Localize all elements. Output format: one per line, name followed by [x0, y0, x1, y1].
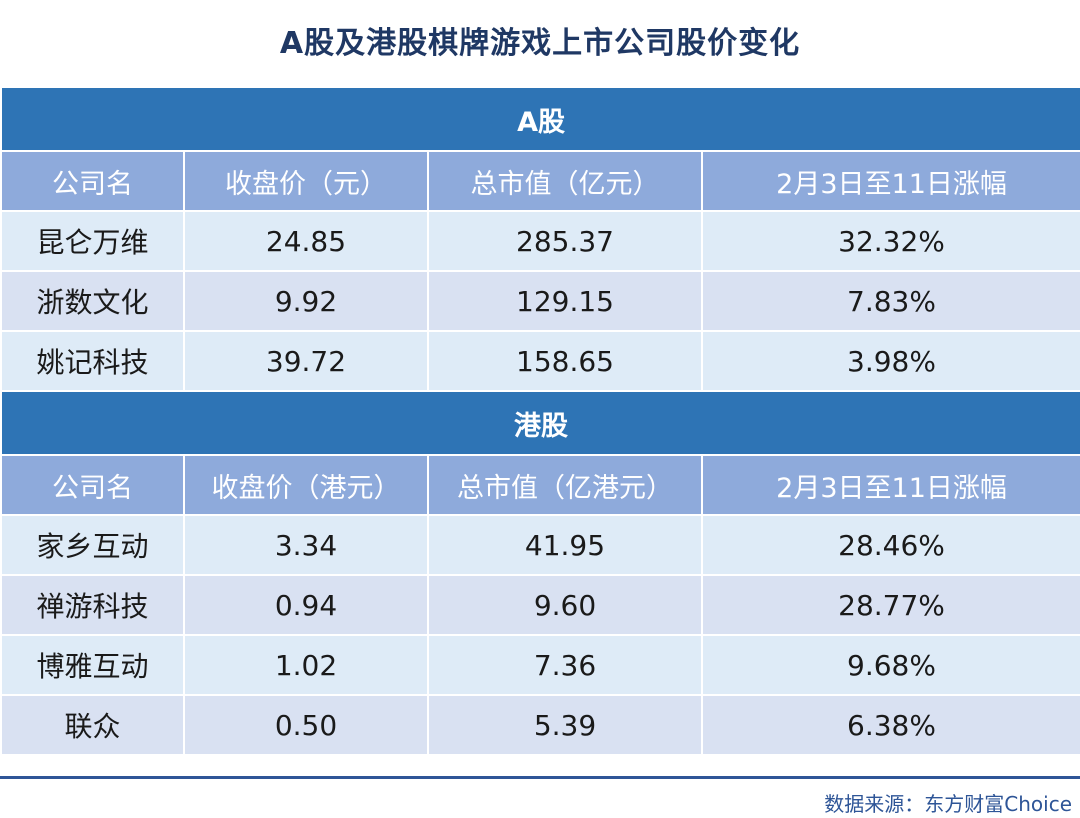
value-cell: 9.92: [183, 270, 429, 332]
column-header-row: 公司名 收盘价（港元） 总市值（亿港元） 2月3日至11日涨幅: [0, 454, 1080, 516]
value-cell: 28.77%: [700, 574, 1080, 636]
value-cell: 9.60: [427, 574, 703, 636]
section-title: A股: [0, 86, 1080, 152]
company-name-cell: 浙数文化: [0, 270, 185, 332]
value-cell: 9.68%: [700, 634, 1080, 696]
bottom-divider: [0, 776, 1080, 779]
table-row: 博雅互动 1.02 7.36 9.68%: [0, 634, 1080, 696]
value-cell: 6.38%: [700, 694, 1080, 756]
column-header-row: 公司名 收盘价（元） 总市值（亿元） 2月3日至11日涨幅: [0, 150, 1080, 212]
table-row: 家乡互动 3.34 41.95 28.46%: [0, 514, 1080, 576]
value-cell: 0.50: [183, 694, 429, 756]
value-cell: 3.34: [183, 514, 429, 576]
value-cell: 158.65: [427, 330, 703, 392]
value-cell: 24.85: [183, 210, 429, 272]
stock-table: A股 公司名 收盘价（元） 总市值（亿元） 2月3日至11日涨幅 昆仑万维 24.85 285…: [0, 86, 1080, 756]
chart-title: A股及港股棋牌游戏上市公司股价变化: [279, 26, 801, 61]
section-header-row: A股: [0, 86, 1080, 152]
value-cell: 41.95: [427, 514, 703, 576]
column-header: 2月3日至11日涨幅: [700, 150, 1080, 212]
column-header: 收盘价（元）: [183, 150, 429, 212]
table-row: 联众 0.50 5.39 6.38%: [0, 694, 1080, 756]
value-cell: 39.72: [183, 330, 429, 392]
company-name-cell: 禅游科技: [0, 574, 185, 636]
company-name-cell: 博雅互动: [0, 634, 185, 696]
section-title: 港股: [0, 390, 1080, 456]
value-cell: 7.36: [427, 634, 703, 696]
company-name-cell: 家乡互动: [0, 514, 185, 576]
value-cell: 285.37: [427, 210, 703, 272]
table-body: A股 公司名 收盘价（元） 总市值（亿元） 2月3日至11日涨幅 昆仑万维 24.85 285…: [0, 86, 1080, 756]
column-header: 收盘价（港元）: [183, 454, 429, 516]
company-name-cell: 联众: [0, 694, 185, 756]
column-header: 公司名: [0, 150, 185, 212]
table-row: 昆仑万维 24.85 285.37 32.32%: [0, 210, 1080, 272]
table-row: 禅游科技 0.94 9.60 28.77%: [0, 574, 1080, 636]
column-header: 公司名: [0, 454, 185, 516]
table-row: 姚记科技 39.72 158.65 3.98%: [0, 330, 1080, 392]
value-cell: 129.15: [427, 270, 703, 332]
column-header: 2月3日至11日涨幅: [700, 454, 1080, 516]
company-name-cell: 姚记科技: [0, 330, 185, 392]
column-header: 总市值（亿港元）: [427, 454, 703, 516]
column-header: 总市值（亿元）: [427, 150, 703, 212]
value-cell: 5.39: [427, 694, 703, 756]
value-cell: 32.32%: [700, 210, 1080, 272]
value-cell: 3.98%: [700, 330, 1080, 392]
company-name-cell: 昆仑万维: [0, 210, 185, 272]
value-cell: 1.02: [183, 634, 429, 696]
value-cell: 0.94: [183, 574, 429, 636]
source-note: 数据来源：东方财富Choice: [824, 792, 1072, 816]
section-header-row: 港股: [0, 390, 1080, 456]
value-cell: 7.83%: [700, 270, 1080, 332]
table-row: 浙数文化 9.92 129.15 7.83%: [0, 270, 1080, 332]
value-cell: 28.46%: [700, 514, 1080, 576]
